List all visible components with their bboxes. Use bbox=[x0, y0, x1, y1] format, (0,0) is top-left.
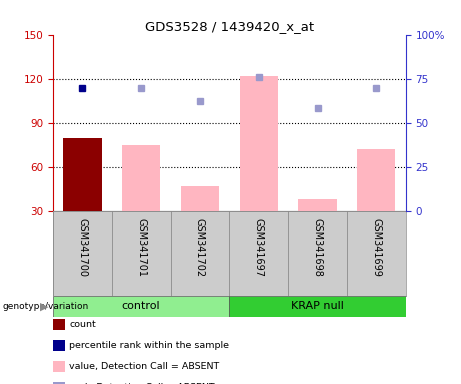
Bar bbox=[122, 145, 160, 211]
Title: GDS3528 / 1439420_x_at: GDS3528 / 1439420_x_at bbox=[145, 20, 314, 33]
Bar bbox=[288, 211, 347, 296]
Bar bbox=[53, 211, 112, 296]
Text: GSM341700: GSM341700 bbox=[77, 218, 88, 277]
Text: value, Detection Call = ABSENT: value, Detection Call = ABSENT bbox=[69, 362, 219, 371]
Text: KRAP null: KRAP null bbox=[291, 301, 344, 311]
Text: GSM341698: GSM341698 bbox=[313, 218, 323, 277]
Text: genotype/variation: genotype/variation bbox=[2, 302, 89, 311]
Bar bbox=[240, 76, 278, 211]
Bar bbox=[53, 296, 230, 317]
Text: GSM341702: GSM341702 bbox=[195, 218, 205, 277]
Bar bbox=[112, 211, 171, 296]
Text: rank, Detection Call = ABSENT: rank, Detection Call = ABSENT bbox=[69, 383, 215, 384]
Text: GSM341697: GSM341697 bbox=[254, 218, 264, 277]
Bar bbox=[181, 186, 219, 211]
Text: GSM341701: GSM341701 bbox=[136, 218, 146, 277]
Bar bbox=[171, 211, 230, 296]
Bar bbox=[229, 211, 288, 296]
Bar bbox=[298, 199, 337, 211]
Bar bbox=[357, 149, 396, 211]
Text: control: control bbox=[122, 301, 160, 311]
Text: GSM341699: GSM341699 bbox=[371, 218, 381, 277]
Bar bbox=[63, 137, 101, 211]
Bar bbox=[347, 211, 406, 296]
Bar bbox=[229, 296, 406, 317]
Text: percentile rank within the sample: percentile rank within the sample bbox=[69, 341, 229, 350]
Text: count: count bbox=[69, 320, 96, 329]
Text: ▶: ▶ bbox=[40, 301, 48, 311]
